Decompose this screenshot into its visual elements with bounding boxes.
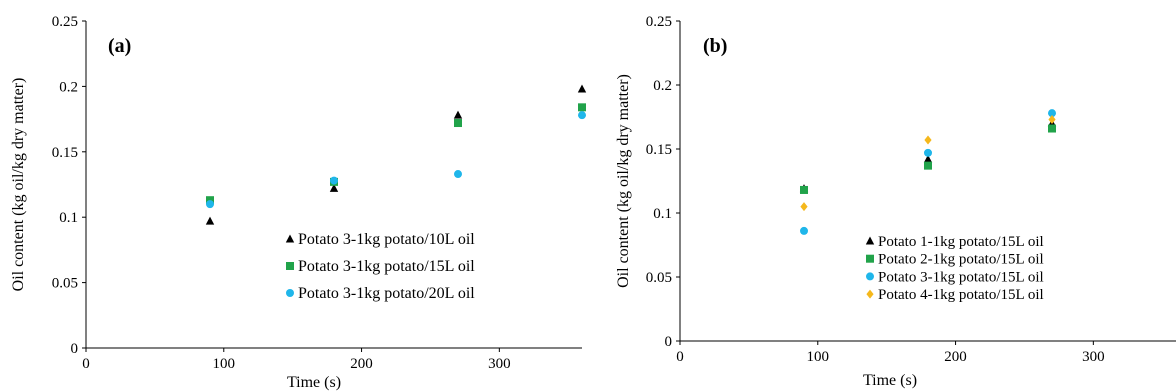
- legend-entry-label: Potato 1-1kg potato/15L oil: [878, 234, 1044, 250]
- data-point: [330, 176, 338, 185]
- series-1-3: [800, 115, 1056, 212]
- x-tick-label: 0: [676, 349, 684, 365]
- legend-marker: [866, 254, 874, 263]
- series-0-1: [206, 103, 586, 205]
- data-point: [800, 185, 808, 194]
- x-tick-label: 200: [944, 349, 967, 365]
- y-tick-label: 0.05: [646, 270, 672, 286]
- legend-entry-label: Potato 3-1kg potato/15L oil: [298, 258, 475, 275]
- data-point: [329, 183, 339, 192]
- data-point: [577, 84, 587, 93]
- legend-entry-label: Potato 3-1kg potato/10L oil: [298, 231, 475, 248]
- x-tick-label: 200: [350, 356, 373, 372]
- legend-marker: [866, 289, 874, 299]
- legend-marker: [286, 262, 294, 270]
- legend-marker: [286, 289, 294, 297]
- series-1-2: [800, 109, 1056, 235]
- y-tick-label: 0.1: [653, 206, 672, 222]
- legend: Potato 3-1kg potato/10L oil Potato 3-1kg …: [285, 231, 475, 302]
- x-tick-label: 300: [488, 356, 511, 372]
- legend-marker: [285, 234, 295, 243]
- data-point: [800, 202, 808, 212]
- legend-marker: [865, 236, 875, 245]
- legend-entry-label: Potato 3-1kg potato/15L oil: [878, 269, 1044, 285]
- y-tick-label: 0.15: [646, 142, 672, 158]
- series-0-2: [206, 111, 586, 209]
- data-point: [454, 170, 462, 179]
- x-axis-title: Time (s): [863, 372, 917, 389]
- data-point: [206, 200, 214, 209]
- x-tick-label: 100: [213, 356, 236, 372]
- data-point: [924, 135, 932, 145]
- data-point: [578, 103, 586, 112]
- data-point: [1048, 124, 1056, 133]
- x-tick-label: 300: [1082, 349, 1105, 365]
- series-1-1: [800, 124, 1056, 194]
- data-point: [1048, 115, 1056, 125]
- chart-panel-1: 0 0.05 0.1 0.15 0.2 0.25 0 100 200 300 Time (s) Oil…: [615, 14, 1176, 389]
- y-tick-label: 0: [665, 334, 673, 350]
- y-axis-title: Oil content (kg oil/kg dry matter): [615, 74, 632, 288]
- y-tick-label: 0.05: [52, 276, 78, 292]
- data-point: [924, 148, 932, 157]
- x-tick-label: 100: [807, 349, 830, 365]
- y-tick-label: 0.1: [59, 210, 78, 226]
- y-tick-label: 0.25: [646, 14, 672, 30]
- y-axis-title: Oil content (kg oil/kg dry matter): [10, 78, 27, 292]
- data-point: [923, 154, 933, 163]
- legend-marker: [866, 272, 874, 281]
- data-point: [1048, 109, 1056, 118]
- data-point: [800, 226, 808, 235]
- chart-panel-0: 0 0.05 0.1 0.15 0.2 0.25 0 100 200 300 Time (s) Oil…: [10, 14, 587, 391]
- legend-entry-label: Potato 4-1kg potato/15L oil: [878, 287, 1044, 303]
- y-tick-label: 0.2: [653, 78, 672, 94]
- series-0-0: [205, 84, 587, 225]
- y-tick-label: 0.2: [59, 79, 78, 95]
- data-point: [453, 110, 463, 119]
- y-tick-label: 0.15: [52, 145, 78, 161]
- legend-entry-label: Potato 2-1kg potato/15L oil: [878, 252, 1044, 268]
- data-point: [924, 161, 932, 170]
- panel-label: (b): [703, 35, 727, 57]
- legend: Potato 1-1kg potato/15L oil Potato 2-1kg …: [865, 234, 1044, 303]
- data-point: [454, 119, 462, 128]
- y-tick-label: 0: [71, 341, 79, 357]
- x-axis-title: Time (s): [287, 374, 341, 391]
- y-tick-label: 0.25: [52, 14, 78, 30]
- legend-entry-label: Potato 3-1kg potato/20L oil: [298, 285, 475, 302]
- data-point: [205, 216, 215, 225]
- data-point: [578, 111, 586, 120]
- x-tick-label: 0: [82, 356, 90, 372]
- panel-label: (a): [108, 35, 131, 57]
